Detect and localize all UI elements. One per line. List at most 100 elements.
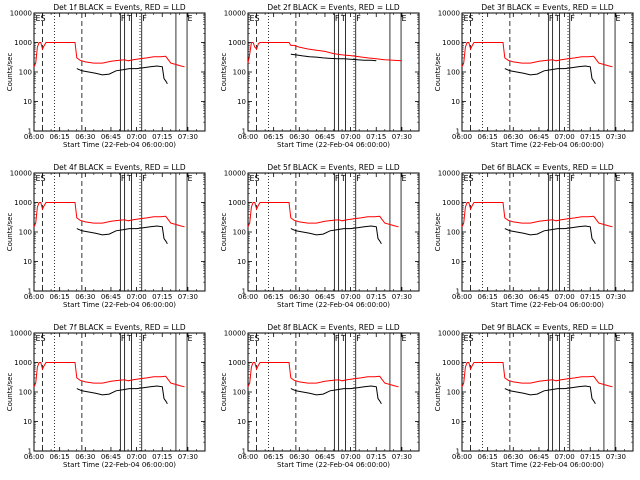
series-red-lld — [247, 362, 399, 388]
y-tick-label: 10000 — [438, 330, 460, 338]
y-tick-label: 1000 — [228, 39, 246, 47]
region-label: S — [40, 174, 45, 183]
x-axis-label: Start Time (22-Feb-04 06:00:00) — [277, 301, 390, 309]
region-label: E — [402, 334, 407, 343]
y-axis-label: Counts/sec — [434, 213, 442, 252]
x-tick-label: 07:30 — [606, 293, 626, 301]
y-tick-label: 10000 — [438, 10, 460, 18]
y-tick-label: 10000 — [10, 10, 32, 18]
y-tick-label: 100 — [447, 389, 460, 397]
series-red-lld — [33, 42, 185, 68]
region-label: E — [250, 334, 255, 343]
panel-title: Det 2f BLACK = Events, RED = LLD — [267, 3, 400, 12]
x-tick-label: 06:15 — [478, 293, 498, 301]
y-axis-label: Counts/sec — [220, 373, 228, 412]
region-label: E — [616, 334, 621, 343]
region-label: F — [356, 174, 361, 183]
series-red-lld — [461, 202, 613, 228]
y-tick-label: 1000 — [442, 39, 460, 47]
region-label: F — [570, 334, 575, 343]
series-red-lld — [461, 42, 613, 68]
x-axis-label: Start Time (22-Feb-04 06:00:00) — [491, 141, 604, 149]
y-tick-label: 1 — [28, 448, 32, 456]
x-tick-label: 06:15 — [264, 453, 284, 461]
region-label: F — [121, 174, 126, 183]
region-label: F — [335, 14, 340, 23]
x-tick-label: 07:30 — [178, 133, 198, 141]
x-tick-label: 06:30 — [289, 133, 309, 141]
x-tick-label: 07:00 — [127, 293, 147, 301]
region-label: E — [402, 14, 407, 23]
panel-8: Det 8f BLACK = Events, RED = LLD 06:00 06:… — [220, 323, 420, 469]
region-label: E — [464, 334, 469, 343]
region-label: F — [121, 334, 126, 343]
y-axis-label: Counts/sec — [434, 373, 442, 412]
series-black-events — [504, 385, 596, 404]
x-tick-label: 07:15 — [366, 453, 386, 461]
y-axis-label: Counts/sec — [6, 373, 14, 412]
series-black-events — [290, 53, 377, 62]
region-label: F — [142, 174, 147, 183]
y-tick-label: 1000 — [228, 359, 246, 367]
x-tick-label: 06:15 — [264, 133, 284, 141]
y-tick-label: 1000 — [442, 359, 460, 367]
region-label: T — [126, 14, 132, 23]
x-tick-label: 06:15 — [50, 453, 70, 461]
x-tick-label: 07:30 — [178, 293, 198, 301]
region-label: F — [142, 334, 147, 343]
x-axis-label: Start Time (22-Feb-04 06:00:00) — [491, 301, 604, 309]
series-black-events — [290, 225, 382, 244]
x-tick-label: 06:15 — [264, 293, 284, 301]
x-tick-label: 07:00 — [555, 133, 575, 141]
region-label: E — [36, 14, 41, 23]
y-tick-label: 100 — [19, 389, 32, 397]
x-tick-label: 07:00 — [127, 133, 147, 141]
x-tick-label: 06:00 — [24, 133, 44, 141]
region-label: E — [36, 334, 41, 343]
x-tick-label: 07:00 — [341, 293, 361, 301]
y-tick-label: 100 — [447, 69, 460, 77]
x-tick-label: 06:45 — [529, 133, 549, 141]
x-tick-label: 06:00 — [452, 453, 472, 461]
x-tick-label: 06:15 — [50, 133, 70, 141]
panel-title: Det 6f BLACK = Events, RED = LLD — [481, 163, 614, 172]
x-tick-label: 06:00 — [24, 293, 44, 301]
x-axis-label: Start Time (22-Feb-04 06:00:00) — [277, 141, 390, 149]
x-tick-label: 07:30 — [392, 133, 412, 141]
region-label: T — [126, 334, 132, 343]
region-label: T — [340, 14, 346, 23]
y-tick-label: 1000 — [442, 199, 460, 207]
x-tick-label: 07:15 — [152, 133, 172, 141]
panel-3: Det 3f BLACK = Events, RED = LLD 06:00 06:… — [434, 3, 634, 149]
x-tick-label: 07:00 — [341, 453, 361, 461]
y-tick-label: 1000 — [14, 199, 32, 207]
plot-frame — [461, 12, 634, 132]
region-label: F — [335, 174, 340, 183]
plot-frame — [33, 172, 206, 292]
x-tick-label: 07:30 — [606, 453, 626, 461]
panel-title: Det 7f BLACK = Events, RED = LLD — [53, 323, 186, 332]
panel-4: Det 4f BLACK = Events, RED = LLD 06:00 06:… — [6, 163, 206, 309]
panel-title: Det 1f BLACK = Events, RED = LLD — [53, 3, 186, 12]
y-tick-label: 1000 — [14, 359, 32, 367]
x-tick-label: 06:45 — [315, 293, 335, 301]
y-tick-label: 100 — [19, 69, 32, 77]
y-axis-label: Counts/sec — [220, 213, 228, 252]
region-label: E — [464, 174, 469, 183]
y-tick-label: 100 — [233, 389, 246, 397]
y-tick-label: 10000 — [224, 170, 246, 178]
y-tick-label: 10 — [23, 258, 32, 266]
region-label: E — [616, 14, 621, 23]
x-tick-label: 07:00 — [341, 133, 361, 141]
region-label: T — [554, 14, 560, 23]
region-label: F — [570, 174, 575, 183]
x-tick-label: 07:15 — [152, 453, 172, 461]
x-tick-label: 06:00 — [238, 453, 258, 461]
region-label: S — [40, 334, 45, 343]
series-black-events — [76, 65, 168, 84]
x-tick-label: 06:30 — [503, 133, 523, 141]
x-tick-label: 06:00 — [452, 133, 472, 141]
x-tick-label: 07:00 — [555, 453, 575, 461]
y-tick-label: 1 — [456, 288, 460, 296]
